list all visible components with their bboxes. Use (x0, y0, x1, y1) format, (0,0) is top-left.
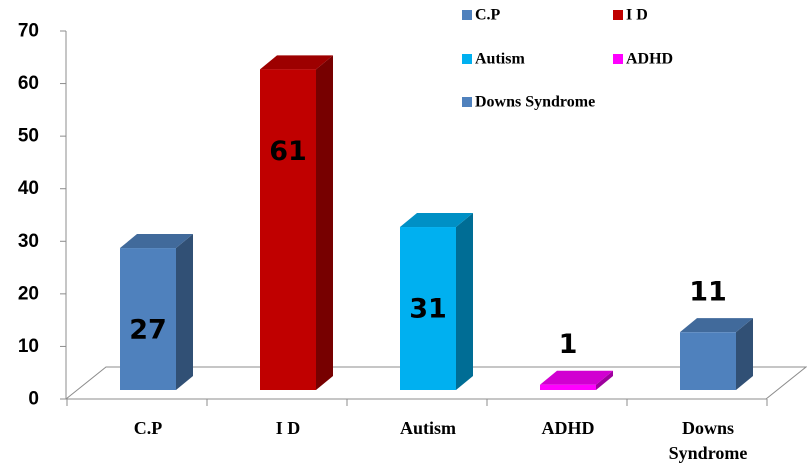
data-label: 27 (129, 315, 167, 346)
legend-swatch (613, 10, 623, 20)
x-tick-label: ADHD (542, 418, 595, 438)
bar-top (400, 213, 473, 228)
data-label: 61 (269, 136, 307, 167)
bar-top (260, 55, 333, 70)
bar-side (736, 318, 753, 390)
bar-side (456, 213, 473, 390)
bar-i-d (260, 69, 316, 391)
y-tick-label: 60 (18, 73, 39, 94)
legend-entry: Autism (475, 51, 525, 68)
bar-top (540, 370, 613, 385)
y-tick-label: 40 (18, 178, 39, 199)
legend-swatch (462, 97, 472, 107)
bar-adhd (540, 384, 596, 390)
y-tick-label: 10 (18, 336, 39, 357)
bar-side (176, 234, 193, 390)
y-tick-label: 30 (18, 231, 39, 252)
legend-entry: I D (626, 7, 648, 24)
data-label: 11 (689, 277, 727, 308)
x-tick-label: Syndrome (669, 443, 748, 463)
legend-entry: ADHD (626, 51, 673, 68)
x-tick-label: I D (276, 418, 301, 438)
x-tick-label: Autism (400, 418, 456, 438)
bar-autism (400, 227, 456, 390)
legend-entry: C.P (475, 7, 501, 24)
bar-side (316, 55, 333, 391)
y-tick-label: 70 (18, 21, 39, 42)
legend-swatch (462, 10, 472, 20)
bar-c-p (120, 248, 176, 390)
x-tick-label: C.P (134, 418, 163, 438)
x-tick-label: Downs (682, 418, 734, 438)
bar-downs-syndrome (680, 332, 736, 390)
legend-swatch (462, 54, 472, 64)
legend-swatch (613, 54, 623, 64)
legend-entry: Downs Syndrome (475, 94, 595, 111)
y-tick-label: 50 (18, 126, 39, 147)
bar-top (120, 234, 193, 249)
y-tick-label: 20 (18, 283, 39, 304)
data-label: 31 (409, 294, 447, 325)
data-label: 1 (559, 329, 578, 360)
bar-side (596, 370, 613, 390)
y-tick-label: 0 (28, 389, 39, 410)
bar-top (680, 318, 753, 333)
plot-floor (64, 366, 807, 400)
